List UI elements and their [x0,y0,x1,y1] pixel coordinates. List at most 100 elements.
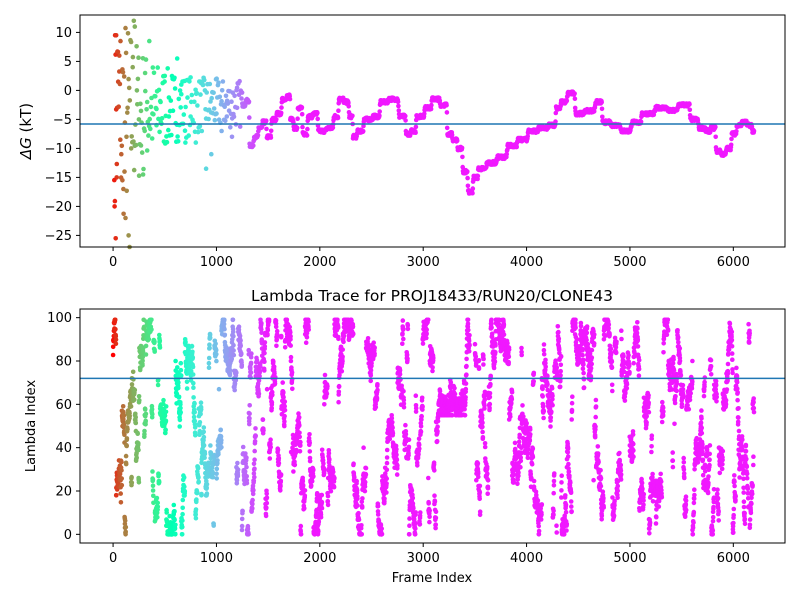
lambda-point [143,343,149,349]
lambda-point [238,343,243,348]
lambda-point [216,452,221,457]
lambda-point [372,345,378,351]
lambda-point [311,467,316,473]
delta-g-point [234,85,240,91]
lambda-point [140,363,145,368]
delta-g-point [157,129,162,135]
delta-g-point [139,150,145,155]
lambda-point [516,439,522,445]
delta-g-point [188,75,193,80]
delta-g-point [194,90,200,96]
lambda-point [432,493,437,499]
delta-g-point [123,25,128,31]
lambda-point [273,324,279,330]
lambda-point [173,358,178,364]
lambda-point [400,318,406,323]
lambda-point [240,508,245,514]
lambda-point [123,524,129,530]
lambda-point [420,404,425,410]
delta-g-point [147,116,152,122]
delta-g-point [346,100,351,106]
lambda-point [242,469,248,474]
delta-g-point [729,136,734,142]
lambda-point [354,488,360,493]
delta-g-point [113,33,119,38]
delta-g-point [734,129,739,134]
lambda-point [465,321,471,327]
lambda-point [229,356,234,362]
lambda-point [193,432,198,438]
lambda-point [419,413,424,419]
lambda-point [302,493,308,498]
lambda-point [231,348,236,353]
lambda-point [204,482,210,487]
delta-g-point [197,123,203,129]
lambda-point [184,386,190,391]
lambda-point [424,331,429,337]
lambda-point [176,385,181,391]
delta-g-point [181,112,187,117]
lambda-point [384,460,390,466]
lambda-point [282,413,287,419]
lambda-point [394,457,400,463]
delta-g-point [148,104,154,110]
lambda-point [190,372,196,377]
lambda-point [274,343,279,349]
delta-g-point [130,54,136,60]
delta-g-point [428,106,434,112]
lambda-point [291,469,296,474]
lambda-point [282,419,287,424]
lambda-point [262,350,267,356]
lambda-point [250,506,255,511]
delta-g-point [149,136,155,141]
delta-g-point [223,118,228,124]
delta-g-point [123,215,128,221]
delta-g-point [134,44,139,49]
lambda-point [133,420,139,426]
lambda-point [201,429,206,435]
lambda-point [207,335,213,341]
lambda-point [482,403,487,408]
lambda-point [178,373,184,378]
delta-g-point [211,90,216,95]
lambda-point [480,429,485,435]
lambda-point [300,482,306,488]
lambda-point [288,343,294,348]
delta-g-point [150,65,156,70]
lambda-point [485,491,491,497]
lambda-point [252,457,257,463]
delta-g-point [124,188,129,194]
lambda-point [235,460,240,466]
lambda-point [384,476,390,481]
lambda-point [210,474,216,480]
delta-g-point [713,124,718,130]
delta-g-point [465,175,470,181]
lambda-point [247,421,252,427]
delta-g-point [199,128,205,134]
delta-g-point [224,114,230,119]
delta-g-point [140,172,146,177]
delta-g-point [195,103,200,108]
lambda-point [331,484,337,490]
lambda-point [113,326,118,332]
lambda-point [488,381,493,387]
delta-g-point [131,18,137,24]
delta-g-point [126,233,131,238]
delta-g-point [217,94,223,100]
lambda-point [464,356,469,362]
lambda-point [272,381,278,386]
lambda-point [191,395,196,400]
lambda-point [340,358,345,364]
delta-g-point [178,105,183,110]
top-chart: 0 1000 2000 3000 4000 5000 6000 1050−5−10−15−2… [17,14,786,270]
lambda-point [123,529,128,535]
lambda-point [150,483,156,489]
lambda-point [178,405,183,411]
lambda-point [431,460,437,466]
x-tick-label: 6000 [717,255,750,270]
lambda-point [519,345,524,351]
lambda-point [248,360,254,366]
lambda-point [136,394,142,399]
lambda-point [191,385,196,391]
lambda-point [246,532,251,537]
